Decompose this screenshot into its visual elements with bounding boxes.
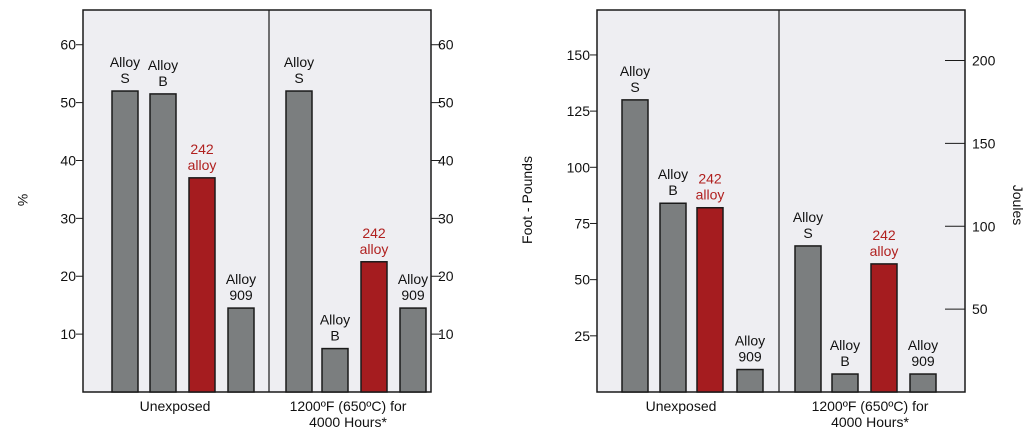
bar-label: 242 [190,141,214,157]
bar-242-alloy [696,206,724,393]
bar-242-alloy [188,177,216,393]
y-right-tick-label: 40 [438,152,454,168]
bar-label: B [668,182,677,198]
bar-label: 909 [911,353,935,369]
bar-242-alloy [870,263,898,393]
x-group-label: 1200ºF (650ºC) for [812,398,929,414]
y-right-tick-label: 50 [972,301,988,317]
x-group-label: Unexposed [140,398,211,414]
bar [285,90,313,393]
y-tick-label: 30 [60,210,76,226]
bar-label: alloy [360,241,389,257]
bar-label: Alloy [226,271,256,287]
bar-label: S [630,79,639,95]
bar-label: 909 [229,287,253,303]
bar-label: 242 [362,225,386,241]
x-group-label: 4000 Hours* [309,414,387,430]
y-tick-label: 10 [60,326,76,342]
y-tick-label: 25 [574,328,590,344]
bar-label: Alloy [658,166,688,182]
bar-label: B [330,328,339,344]
y-tick-label: 20 [60,268,76,284]
bar [736,368,764,393]
y-axis-label: Foot - Pounds [519,156,535,244]
y-tick-label: 100 [567,159,591,175]
bar [321,347,349,393]
x-group-label: 1200ºF (650ºC) for [290,398,407,414]
bar [399,307,427,393]
bar-label: Alloy [110,54,140,70]
bar [659,202,687,393]
bar-label: Alloy [735,333,765,349]
y-tick-label: 60 [60,37,76,53]
y-right-tick-label: 30 [438,210,454,226]
bar-label: alloy [696,187,725,203]
y-right-tick-label: 100 [972,218,996,234]
x-group-label: Unexposed [646,398,717,414]
bar-label: Alloy [793,209,823,225]
y-axis-label: % [15,194,31,206]
bar-label: S [294,70,303,86]
y-right-tick-label: 50 [438,95,454,111]
y-tick-label: 50 [574,272,590,288]
bar [149,93,177,393]
y-tick-label: 40 [60,152,76,168]
bar-242-alloy [360,261,388,393]
bar [227,307,255,393]
bar-label: 909 [401,287,425,303]
y-right-tick-label: 200 [972,53,996,69]
bar [794,245,822,393]
bar-label: B [158,73,167,89]
bar-label: Alloy [908,337,938,353]
y-tick-label: 75 [574,215,590,231]
bar-label: B [840,353,849,369]
bar [621,99,649,393]
bar-label: alloy [188,157,217,173]
bar-label: Alloy [284,54,314,70]
bar-label: S [120,70,129,86]
x-group-label: 4000 Hours* [831,414,909,430]
bar [111,90,139,393]
bar [831,373,859,393]
y-right-tick-label: 10 [438,326,454,342]
y-right-tick-label: 150 [972,135,996,151]
bar-label: Alloy [320,312,350,328]
bar-label: alloy [870,243,899,259]
y-right-tick-label: 20 [438,268,454,284]
y-tick-label: 150 [567,47,591,63]
plot-area [596,9,966,393]
bar-label: 242 [698,171,722,187]
y-right-axis-label: Joules [1010,185,1023,225]
impact-strength-chart: 25 50 75 100 125 150 50 100 150 200 Foot - Pounds J… [519,9,1023,430]
bar-label: S [803,225,812,241]
bar-label: Alloy [620,63,650,79]
bar [909,373,937,393]
y-right-tick-label: 60 [438,37,454,53]
bar-label: Alloy [830,337,860,353]
elongation-chart: 102030405060102030405060%AlloySAlloyB242… [15,9,454,430]
bar-label: 909 [738,349,762,365]
bar-label: Alloy [398,271,428,287]
bar-label: Alloy [148,57,178,73]
y-tick-label: 125 [567,103,591,119]
bar-label: 242 [872,227,896,243]
y-tick-label: 50 [60,95,76,111]
